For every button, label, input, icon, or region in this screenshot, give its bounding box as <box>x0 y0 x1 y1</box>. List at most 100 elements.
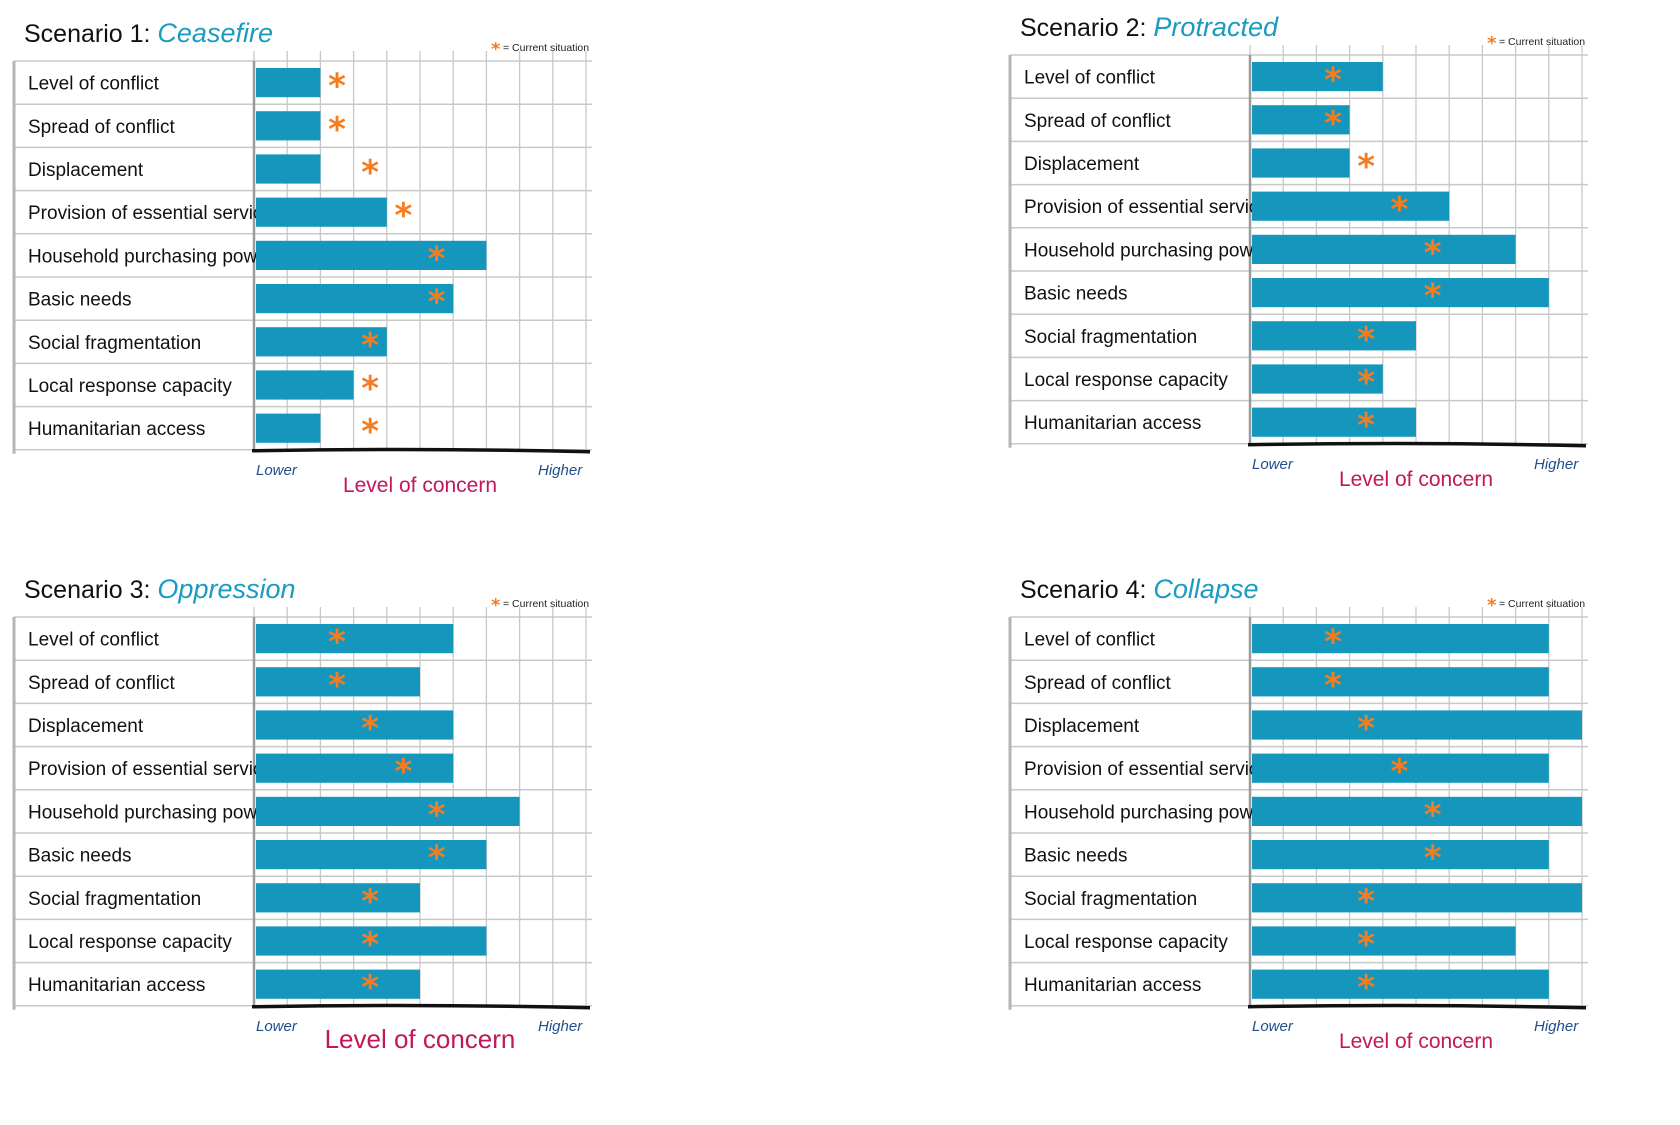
chart-title-name: Oppression <box>157 574 295 604</box>
scenario-4-svg: Scenario 4: Collapse* = Current situation… <box>1008 574 1588 1053</box>
bar <box>1252 407 1416 437</box>
current-situation-asterisk-icon: * <box>361 412 379 452</box>
x-high-label: Higher <box>538 1018 583 1035</box>
legend-asterisk-icon: * <box>491 39 501 60</box>
row-label: Basic needs <box>1024 284 1128 305</box>
current-situation-asterisk-icon: * <box>1357 925 1375 965</box>
legend-asterisk-icon: * <box>1487 33 1497 54</box>
row-label: Household purchasing power <box>1024 240 1271 261</box>
x-axis-baseline <box>251 447 591 454</box>
bar <box>256 154 321 184</box>
bar <box>1252 624 1549 654</box>
current-situation-asterisk-icon: * <box>361 709 379 749</box>
bar <box>1252 62 1383 92</box>
bar <box>256 796 520 826</box>
current-situation-asterisk-icon: * <box>361 882 379 922</box>
bar <box>256 710 454 740</box>
bar <box>1252 840 1549 870</box>
current-situation-asterisk-icon: * <box>361 925 379 965</box>
row-label: Humanitarian access <box>28 419 205 440</box>
current-situation-asterisk-icon: * <box>1424 839 1442 879</box>
current-situation-asterisk-icon: * <box>1324 666 1342 706</box>
bar <box>256 370 354 400</box>
bar <box>1252 710 1582 740</box>
scenario-1-svg: Scenario 1: Ceasefire* = Current situatio… <box>12 18 592 497</box>
chart-title-prefix: Scenario 1: <box>24 20 157 48</box>
bar <box>1252 667 1549 697</box>
current-situation-asterisk-icon: * <box>428 795 446 835</box>
current-situation-asterisk-icon: * <box>361 968 379 1008</box>
chart-title-name: Protracted <box>1153 12 1279 42</box>
row-label: Humanitarian access <box>28 975 205 996</box>
x-low-label: Lower <box>1252 456 1294 473</box>
x-high-label: Higher <box>1534 456 1579 473</box>
scenario-2-svg: Scenario 2: Protracted* = Current situati… <box>1008 12 1588 491</box>
bar <box>1252 796 1582 826</box>
row-label: Humanitarian access <box>1024 413 1201 434</box>
legend-text: = Current situation <box>503 598 589 610</box>
legend-asterisk-icon: * <box>491 595 501 616</box>
current-situation-asterisk-icon: * <box>1357 363 1375 403</box>
bar <box>256 753 454 783</box>
bar <box>1252 321 1416 351</box>
bar <box>1252 105 1350 135</box>
x-axis-baseline <box>1247 441 1587 448</box>
row-label: Spread of conflict <box>1024 111 1172 132</box>
scenario-4-chart: Scenario 4: Collapse * = Current situation… <box>1004 562 1644 1102</box>
row-label: Local response capacity <box>28 376 232 397</box>
bar <box>256 197 387 227</box>
bar <box>256 240 487 270</box>
row-label: Household purchasing power <box>28 246 275 267</box>
current-situation-asterisk-icon: * <box>361 326 379 366</box>
row-label: Provision of essential services <box>1024 759 1279 780</box>
row-label: Displacement <box>28 160 144 181</box>
bar <box>1252 969 1549 999</box>
current-situation-asterisk-icon: * <box>1324 61 1342 101</box>
row-label: Household purchasing powder <box>1024 802 1281 823</box>
x-axis-baseline <box>251 1003 591 1010</box>
chart-title: Scenario 3: Oppression <box>24 574 296 604</box>
current-situation-asterisk-icon: * <box>361 153 379 193</box>
row-label: Spread of conflict <box>28 117 176 138</box>
bar <box>1252 883 1582 913</box>
bar <box>1252 191 1450 221</box>
current-situation-asterisk-icon: * <box>328 623 346 663</box>
legend-text: = Current situation <box>1499 598 1585 610</box>
current-situation-asterisk-icon: * <box>1424 795 1442 835</box>
x-axis-label: Level of concern <box>1339 1030 1493 1053</box>
row-label: Local response capacity <box>1024 932 1228 953</box>
row-label: Spread of conflict <box>1024 673 1172 694</box>
bar <box>256 840 487 870</box>
current-situation-asterisk-icon: * <box>1424 233 1442 273</box>
row-label: Local response capacity <box>28 932 232 953</box>
row-label: Level of conflict <box>28 74 160 95</box>
bar <box>256 111 321 141</box>
current-situation-asterisk-icon: * <box>428 839 446 879</box>
bar <box>1252 753 1549 783</box>
row-label: Basic needs <box>28 846 132 867</box>
row-label: Displacement <box>28 716 144 737</box>
row-label: Displacement <box>1024 716 1140 737</box>
chart-title-prefix: Scenario 2: <box>1020 14 1153 42</box>
bar <box>1252 364 1383 394</box>
x-axis-baseline <box>1247 1003 1587 1010</box>
current-situation-asterisk-icon: * <box>1357 709 1375 749</box>
current-situation-asterisk-icon: * <box>1357 406 1375 446</box>
current-situation-asterisk-icon: * <box>395 752 413 792</box>
chart-title: Scenario 2: Protracted <box>1020 12 1279 42</box>
current-situation-asterisk-icon: * <box>1391 190 1409 230</box>
x-axis-label: Level of concern <box>325 1024 516 1054</box>
row-label: Social fragmentation <box>1024 889 1197 910</box>
current-situation-asterisk-icon: * <box>1324 104 1342 144</box>
current-situation-asterisk-icon: * <box>428 239 446 279</box>
row-label: Social fragmentation <box>28 889 201 910</box>
bar <box>256 327 387 357</box>
scenario-1-chart: Scenario 1: Ceasefire * = Current situatio… <box>8 6 648 546</box>
row-label: Household purchasing power <box>28 802 275 823</box>
bar <box>256 883 420 913</box>
chart-title-name: Ceasefire <box>157 18 273 48</box>
x-axis-label: Level of concern <box>1339 468 1493 491</box>
row-label: Basic needs <box>28 290 132 311</box>
current-situation-asterisk-icon: * <box>1357 968 1375 1008</box>
current-situation-asterisk-icon: * <box>395 196 413 236</box>
